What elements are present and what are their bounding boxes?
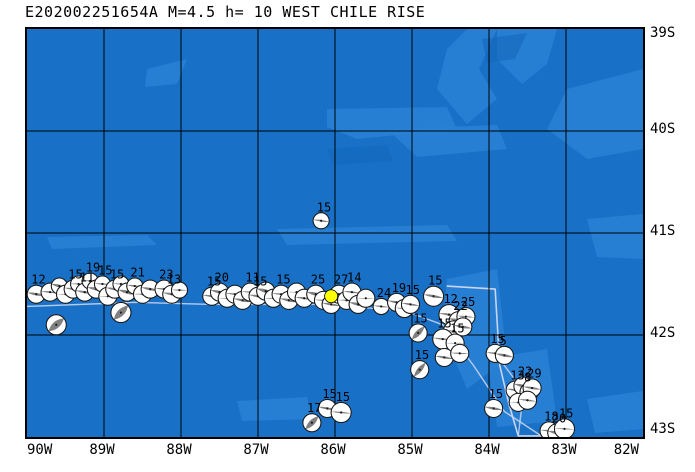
mechanism-depth-label: 15 — [253, 275, 267, 289]
x-tick-label: 83W — [551, 442, 577, 458]
focal-mechanism — [356, 288, 376, 308]
mechanism-depth-label: 21 — [130, 266, 144, 280]
mechanism-depth-label: 15 — [559, 406, 573, 420]
mechanism-depth-label: 15 — [406, 283, 420, 297]
y-tick-label: 41S — [650, 223, 676, 239]
focal-mechanism — [302, 413, 322, 433]
mechanism-depth-label: 12 — [443, 292, 457, 306]
focal-mechanism — [312, 212, 330, 230]
mechanism-depth-label: 15 — [413, 311, 427, 325]
focal-mechanism — [450, 343, 470, 363]
x-tick-label: 87W — [243, 442, 269, 458]
mechanism-depth-label: 13 — [510, 369, 524, 383]
mechanism-depth-label: 11 — [245, 271, 259, 285]
focal-mechanism — [484, 398, 504, 418]
x-tick-label: 82W — [613, 442, 639, 458]
mechanism-depth-label: 15 — [437, 317, 451, 331]
mechanism-depth-label: 15 — [428, 274, 442, 288]
mechanism-depth-label: 11 — [80, 271, 94, 285]
mechanism-depth-label: 23 — [159, 268, 173, 282]
mechanism-depth-label: 24 — [377, 286, 391, 300]
mechanism-depth-label: 25 — [461, 295, 475, 309]
mechanism-depth-label: 15 — [317, 200, 331, 214]
focal-mechanism — [45, 314, 67, 336]
focal-mechanism — [330, 402, 352, 424]
mechanism-depth-label: 19 — [392, 281, 406, 295]
mechanism-depth-label: 15 — [98, 264, 112, 278]
x-tick-label: 86W — [320, 442, 346, 458]
x-tick-label: 84W — [474, 442, 500, 458]
graticule-grid — [27, 29, 643, 437]
focal-mechanism — [553, 418, 575, 437]
mechanism-depth-label: 20 — [215, 271, 229, 285]
x-tick-label: 89W — [89, 442, 115, 458]
mechanism-depth-label: 5 — [499, 334, 506, 348]
focal-mechanism — [410, 360, 430, 380]
mechanism-depth-label: 8 — [524, 371, 531, 385]
mechanism-depth-label: 15 — [489, 387, 503, 401]
x-tick-label: 88W — [166, 442, 192, 458]
mechanism-depth-label: 15 — [415, 348, 429, 362]
mechanism-depth-label: 14 — [347, 271, 361, 285]
mechanism-depth-label: 15 — [322, 387, 336, 401]
y-tick-label: 39S — [650, 25, 676, 41]
mechanism-depth-label: 29 — [527, 367, 541, 381]
figure-title: E202002251654A M=4.5 h= 10 WEST CHILE RI… — [25, 3, 426, 21]
y-tick-label: 42S — [650, 325, 676, 341]
focal-mechanism — [342, 282, 362, 302]
focal-mechanism — [372, 297, 390, 315]
focal-mechanism — [518, 390, 537, 410]
focal-mechanism — [400, 294, 420, 314]
mechanism-depth-label: 27 — [334, 273, 348, 287]
mechanism-depth-label: 19 — [86, 260, 100, 274]
mechanism-depth-label: 12 — [31, 273, 45, 287]
mechanism-depth-label: 22 — [518, 365, 532, 379]
mechanism-depth-label: 13 — [167, 273, 181, 287]
focal-mechanism — [408, 323, 428, 343]
mechanism-depth-label: 15 — [110, 268, 124, 282]
mechanism-depth-label: 18 — [544, 409, 558, 423]
mechanism-depth-label: 15 — [207, 275, 221, 289]
focal-mechanism — [494, 345, 514, 365]
mechanism-depth-label: 17 — [307, 401, 321, 415]
focal-mechanism — [423, 285, 445, 307]
epicenter-marker — [324, 289, 339, 304]
mechanism-depth-label: 15 — [490, 332, 504, 346]
mechanism-depth-label: 22 — [453, 299, 467, 313]
focal-mechanism — [434, 347, 454, 367]
x-tick-label: 85W — [397, 442, 423, 458]
mechanism-depth-label: 15 — [336, 390, 350, 404]
focal-mechanism — [170, 281, 188, 299]
mechanism-depth-label: 15 — [450, 322, 464, 336]
x-tick-label: 90W — [27, 442, 53, 458]
y-tick-label: 40S — [650, 121, 676, 137]
mechanism-depth-label: 20 — [552, 411, 566, 425]
map-plot-frame: 12 15 11 19 15 15 21 23 13 15 20 11 15 15 25 27 14 24 19 15… — [25, 27, 645, 439]
focal-mechanism — [453, 317, 473, 337]
mechanism-depth-label: 25 — [311, 273, 325, 287]
mechanism-depth-label: 15 — [68, 268, 82, 282]
mechanism-depth-label: 15 — [276, 273, 290, 287]
focal-mechanism — [110, 302, 132, 324]
y-tick-label: 43S — [650, 421, 676, 437]
